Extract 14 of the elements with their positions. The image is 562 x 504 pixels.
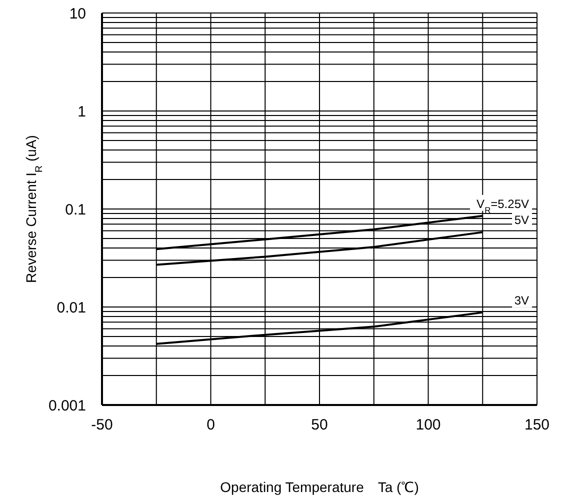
series-label: V$_{R}$=5.25V: [476, 196, 529, 215]
x-tick-label: 0: [206, 416, 215, 434]
y-tick-label: 0.1: [65, 201, 86, 218]
y-tick-label: 0.01: [56, 299, 86, 316]
x-tick-label: 100: [416, 416, 441, 434]
y-tick-label: 1: [78, 103, 86, 120]
y-tick-label: 10: [69, 5, 86, 22]
x-tick-label: 50: [311, 416, 328, 434]
x-tick-label: 150: [524, 416, 550, 434]
y-tick-label: 0.001: [48, 397, 86, 414]
text: 3V: [514, 293, 529, 308]
text: 5V: [514, 213, 529, 228]
x-axis-title: Operating Temperature Ta (℃): [220, 479, 419, 495]
x-tick-label: -50: [91, 416, 113, 434]
